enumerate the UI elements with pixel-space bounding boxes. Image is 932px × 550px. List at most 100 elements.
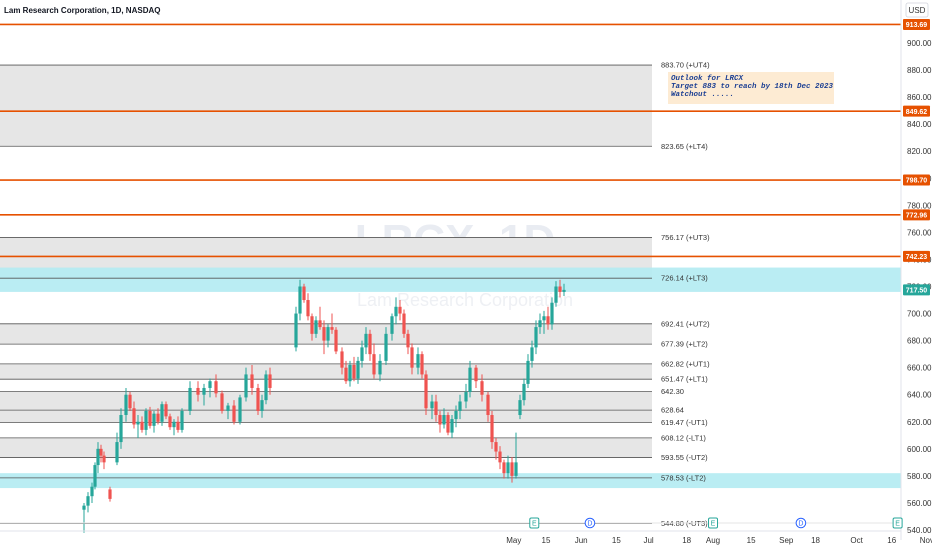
candle-body: [340, 351, 344, 368]
time-tick-label: Nov: [920, 536, 932, 545]
candle-body: [542, 316, 546, 321]
earnings-icon: [708, 517, 719, 529]
candle-body: [486, 394, 490, 416]
note-line: Outlook for LRCX: [671, 75, 744, 83]
candle-body: [144, 410, 148, 430]
time-tick-label: 15: [747, 536, 756, 545]
candle-body: [420, 354, 424, 375]
candle-body: [148, 410, 152, 426]
candle-body: [318, 320, 322, 328]
candle-body: [136, 421, 140, 425]
candle-body: [518, 400, 522, 416]
candle-body: [176, 421, 180, 430]
candle-body: [180, 410, 184, 430]
time-axis[interactable]: May15Jun15Jul18Aug15Sep18Oct16Nov15Dec15…: [506, 536, 932, 545]
candle-body: [152, 413, 156, 426]
orange-price-label: 913.69: [906, 22, 928, 29]
dividend-icon: [795, 517, 807, 529]
candle-body: [202, 387, 206, 395]
candle-body: [398, 306, 402, 314]
level-label: 593.55 (-UT2): [661, 453, 708, 462]
level-label: 726.14 (+LT3): [661, 274, 708, 283]
candle-body: [554, 286, 558, 303]
level-label: 883.70 (+UT4): [661, 61, 710, 70]
candle-body: [562, 289, 566, 292]
candle-body: [226, 405, 230, 411]
candle-body: [326, 327, 330, 341]
time-tick-label: Jul: [643, 536, 653, 545]
event-markers[interactable]: EDEDEDE: [529, 517, 932, 529]
candle-body: [220, 393, 224, 411]
candle-body: [368, 333, 372, 355]
candle-body: [156, 413, 160, 422]
outlook-note[interactable]: Outlook for LRCX Target 883 to reach by 1…: [668, 72, 834, 104]
price-tick-label: 540.00: [907, 526, 932, 535]
candle-body: [364, 333, 368, 348]
price-tick-label: 820.00: [907, 147, 932, 156]
orange-price-label: 742.23: [906, 254, 928, 261]
candle-body: [322, 327, 326, 341]
candle-body: [260, 400, 264, 411]
level-lines: 883.70 (+UT4) 823.65 (+LT4) 756.17 (+UT3) 7…: [0, 61, 710, 528]
price-tick-label: 600.00: [907, 445, 932, 454]
price-tick-label: 640.00: [907, 391, 932, 400]
currency-button[interactable]: USD: [905, 2, 929, 18]
orange-price-box: [903, 209, 930, 221]
candle-body: [384, 333, 388, 361]
currency-label: USD: [909, 6, 926, 15]
orange-price-box: [903, 174, 930, 186]
dividend-icon: [584, 517, 596, 529]
candle-body: [442, 415, 446, 425]
candle-body: [434, 401, 438, 416]
candle-body: [86, 496, 90, 506]
price-tick-label: 580.00: [907, 472, 932, 481]
earnings-icon-label: E: [895, 521, 900, 528]
price-tick-label: 680.00: [907, 337, 932, 346]
candle-body: [188, 387, 192, 411]
candle-body: [538, 320, 542, 328]
candle-body: [256, 387, 260, 411]
candle-body: [522, 383, 526, 401]
grey-zone: [0, 65, 652, 147]
dividend-icon-label: D: [798, 521, 803, 528]
candle-body: [93, 465, 97, 487]
candle-body: [344, 367, 348, 382]
candle-body: [140, 421, 144, 430]
level-label: 677.39 (+LT2): [661, 340, 708, 349]
candle-body: [424, 374, 428, 409]
orange-lines: [0, 23, 901, 258]
grey-zone: [0, 437, 652, 458]
candle-body: [480, 381, 484, 395]
price-tick-label: 700.00: [907, 310, 932, 319]
candle-body: [458, 401, 462, 411]
candle-body: [244, 374, 248, 398]
time-tick-label: May: [506, 536, 521, 545]
orange-price-box: [903, 250, 930, 262]
level-label: 692.41 (+UT2): [661, 319, 710, 328]
candle-body: [196, 387, 200, 395]
price-boxes: 913.69 849.62 798.70 772.96 742.23 717.50: [903, 18, 930, 296]
candle-body: [334, 329, 338, 352]
price-tick-label: 660.00: [907, 364, 932, 373]
candle-body: [360, 347, 364, 361]
last-price-box: [903, 284, 930, 296]
price-tick-label: 780.00: [907, 201, 932, 210]
candle-body: [450, 419, 454, 433]
candle-body: [96, 448, 100, 466]
earnings-icon: [529, 517, 540, 529]
chart-title: Lam Research Corporation, 1D, NASDAQ: [4, 6, 160, 15]
candle-body: [526, 360, 530, 384]
candle-body: [214, 381, 218, 394]
candle-body: [99, 448, 103, 456]
candle-body: [160, 404, 164, 422]
note-text: Outlook for LRCX Target 883 to reach by 1…: [671, 75, 834, 99]
price-tick-label: 760.00: [907, 228, 932, 237]
candle-body: [546, 316, 550, 325]
dividend-icon-label: D: [587, 521, 592, 528]
candle-body: [306, 300, 310, 317]
time-tick-label: Aug: [706, 536, 720, 545]
level-label: 642.30: [661, 387, 684, 396]
candle-body: [208, 381, 212, 388]
level-label: 756.17 (+UT3): [661, 233, 710, 242]
earnings-icon-label: E: [532, 521, 537, 528]
